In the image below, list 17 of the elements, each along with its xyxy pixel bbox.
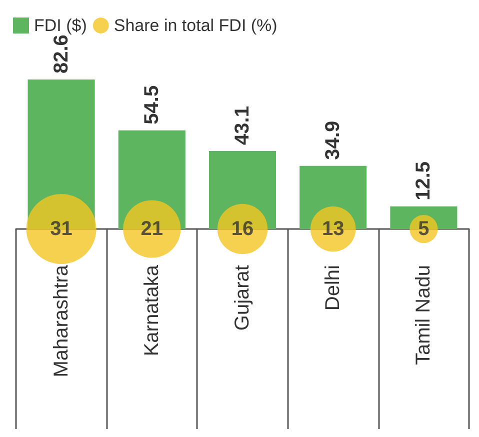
x-tick-label: Maharashtra xyxy=(50,264,72,378)
data-label: 16 xyxy=(231,218,254,240)
data-label: 34.9 xyxy=(322,120,344,160)
legend-label: FDI ($) xyxy=(34,16,87,35)
data-label: 31 xyxy=(50,218,72,240)
data-label: 5 xyxy=(418,218,430,240)
x-tick-label: Karnataka xyxy=(140,264,163,356)
x-tick-label: Delhi xyxy=(322,265,344,311)
data-label: 21 xyxy=(140,218,164,240)
data-label: 54.5 xyxy=(140,85,163,124)
legend-label: Share in total FDI (%) xyxy=(114,16,278,35)
x-tick-label: Gujarat xyxy=(232,264,254,331)
x-tick-label: Tamil Nadu xyxy=(412,265,435,366)
data-label: 82.6 xyxy=(50,34,72,74)
data-label: 13 xyxy=(322,218,344,240)
data-label: 43.1 xyxy=(232,106,254,145)
data-label: 12.5 xyxy=(412,161,435,200)
